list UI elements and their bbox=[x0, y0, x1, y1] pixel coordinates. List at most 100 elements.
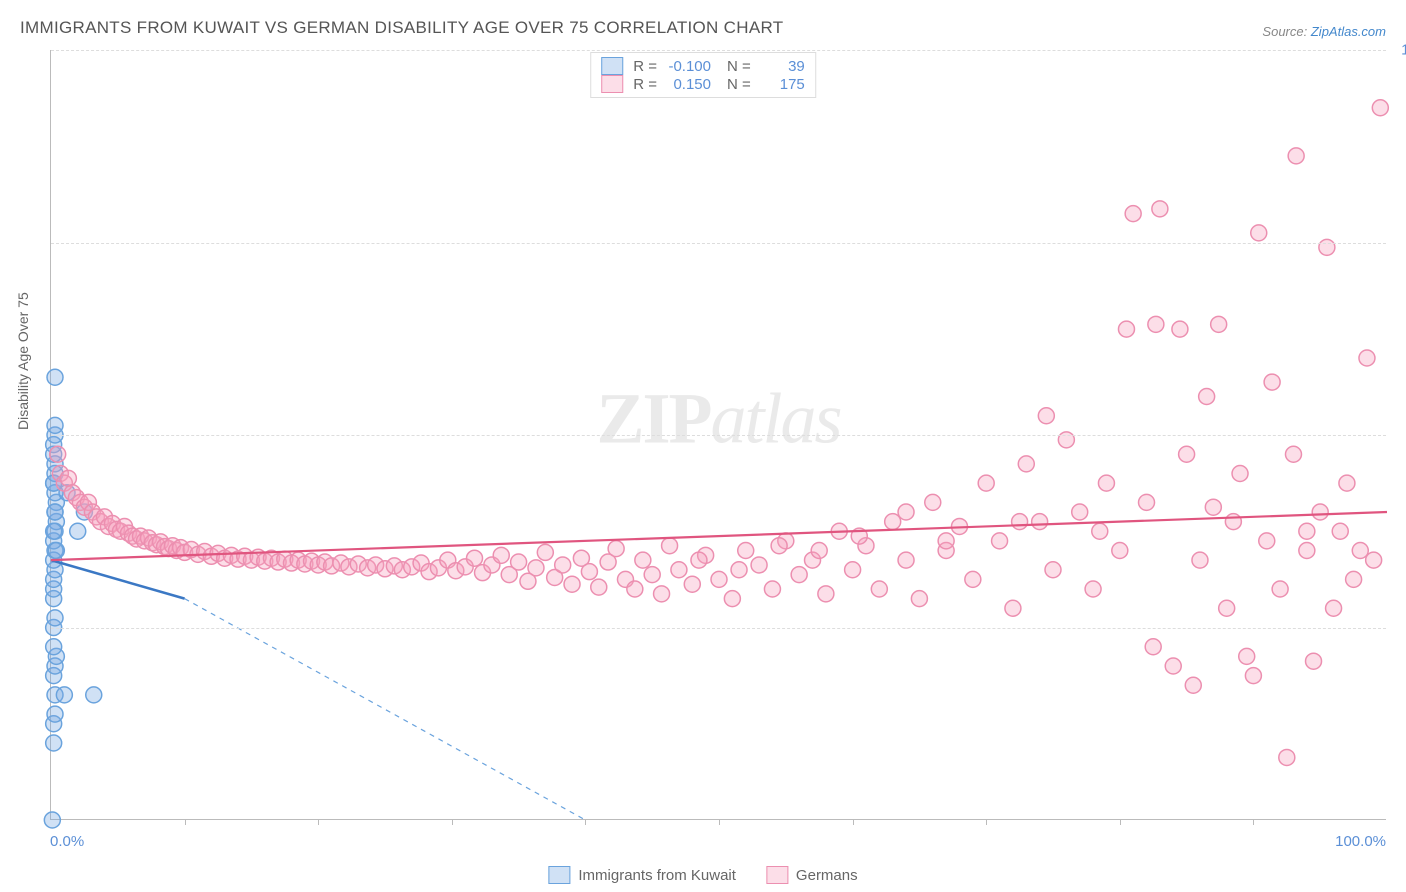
data-point bbox=[1199, 389, 1215, 405]
data-point bbox=[47, 610, 63, 626]
data-point bbox=[978, 475, 994, 491]
data-point bbox=[591, 579, 607, 595]
data-point bbox=[537, 544, 553, 560]
x-tick bbox=[585, 819, 586, 825]
legend-swatch bbox=[601, 57, 623, 75]
data-point bbox=[751, 557, 767, 573]
source-link[interactable]: ZipAtlas.com bbox=[1311, 24, 1386, 39]
data-point bbox=[1085, 581, 1101, 597]
data-point bbox=[47, 417, 63, 433]
data-point bbox=[671, 562, 687, 578]
data-point bbox=[938, 533, 954, 549]
legend-stat-row: R =-0.100N =39 bbox=[601, 57, 805, 75]
data-point bbox=[564, 576, 580, 592]
data-point bbox=[1211, 316, 1227, 332]
r-value: -0.100 bbox=[663, 58, 711, 75]
n-value: 39 bbox=[757, 58, 805, 75]
data-point bbox=[50, 446, 66, 462]
data-point bbox=[1346, 571, 1362, 587]
x-tick bbox=[719, 819, 720, 825]
plot-area: ZIPatlas 40.0%60.0%80.0%100.0% bbox=[50, 50, 1386, 820]
data-point bbox=[1225, 514, 1241, 530]
data-point bbox=[46, 735, 62, 751]
x-tick bbox=[1120, 819, 1121, 825]
data-point bbox=[47, 369, 63, 385]
r-label: R = bbox=[633, 58, 657, 75]
data-point bbox=[528, 560, 544, 576]
data-point bbox=[1139, 494, 1155, 510]
data-point bbox=[764, 581, 780, 597]
data-point bbox=[738, 543, 754, 559]
trend-line bbox=[51, 512, 1387, 560]
data-point bbox=[1038, 408, 1054, 424]
data-point bbox=[731, 562, 747, 578]
data-point bbox=[46, 523, 62, 539]
data-point bbox=[1179, 446, 1195, 462]
x-tick bbox=[318, 819, 319, 825]
legend-stats: R =-0.100N =39R =0.150N =175 bbox=[590, 52, 816, 98]
data-point bbox=[1012, 514, 1028, 530]
data-point bbox=[1219, 600, 1235, 616]
data-point bbox=[1152, 201, 1168, 217]
data-point bbox=[711, 571, 727, 587]
trend-line bbox=[51, 560, 185, 599]
data-point bbox=[818, 586, 834, 602]
data-point bbox=[1279, 749, 1295, 765]
x-axis-min-label: 0.0% bbox=[50, 833, 84, 850]
data-point bbox=[511, 554, 527, 570]
data-point bbox=[46, 639, 62, 655]
data-point bbox=[1165, 658, 1181, 674]
data-point bbox=[965, 571, 981, 587]
data-point bbox=[1018, 456, 1034, 472]
data-point bbox=[1299, 523, 1315, 539]
x-tick bbox=[986, 819, 987, 825]
data-point bbox=[1032, 514, 1048, 530]
data-point bbox=[47, 706, 63, 722]
data-point bbox=[1372, 100, 1388, 116]
data-point bbox=[1259, 533, 1275, 549]
data-point bbox=[47, 504, 63, 520]
data-point bbox=[791, 567, 807, 583]
data-point bbox=[1185, 677, 1201, 693]
legend-swatch bbox=[548, 866, 570, 884]
data-point bbox=[1072, 504, 1088, 520]
data-point bbox=[898, 504, 914, 520]
data-point bbox=[1232, 466, 1248, 482]
data-point bbox=[1306, 653, 1322, 669]
data-point bbox=[581, 564, 597, 580]
data-point bbox=[1098, 475, 1114, 491]
legend-item: Germans bbox=[766, 866, 858, 884]
data-point bbox=[771, 538, 787, 554]
data-point bbox=[898, 552, 914, 568]
r-label: R = bbox=[633, 76, 657, 93]
data-point bbox=[86, 687, 102, 703]
n-label: N = bbox=[727, 76, 751, 93]
data-point bbox=[654, 586, 670, 602]
gridline bbox=[51, 50, 1386, 51]
data-point bbox=[662, 538, 678, 554]
chart-title: IMMIGRANTS FROM KUWAIT VS GERMAN DISABIL… bbox=[20, 18, 783, 38]
data-point bbox=[635, 552, 651, 568]
data-point bbox=[56, 687, 72, 703]
data-point bbox=[1299, 543, 1315, 559]
data-point bbox=[691, 552, 707, 568]
data-point bbox=[644, 567, 660, 583]
trend-line-dashed bbox=[185, 599, 586, 820]
data-point bbox=[1118, 321, 1134, 337]
legend-item: Immigrants from Kuwait bbox=[548, 866, 736, 884]
data-point bbox=[1148, 316, 1164, 332]
data-point bbox=[1272, 581, 1288, 597]
data-point bbox=[845, 562, 861, 578]
source-attribution: Source: ZipAtlas.com bbox=[1262, 24, 1386, 39]
data-point bbox=[1045, 562, 1061, 578]
n-value: 175 bbox=[757, 76, 805, 93]
data-point bbox=[1339, 475, 1355, 491]
data-point bbox=[1112, 543, 1128, 559]
data-point bbox=[1125, 206, 1141, 222]
data-point bbox=[1251, 225, 1267, 241]
x-tick bbox=[185, 819, 186, 825]
data-point bbox=[627, 581, 643, 597]
data-point bbox=[493, 547, 509, 563]
gridline bbox=[51, 628, 1386, 629]
data-point bbox=[608, 541, 624, 557]
